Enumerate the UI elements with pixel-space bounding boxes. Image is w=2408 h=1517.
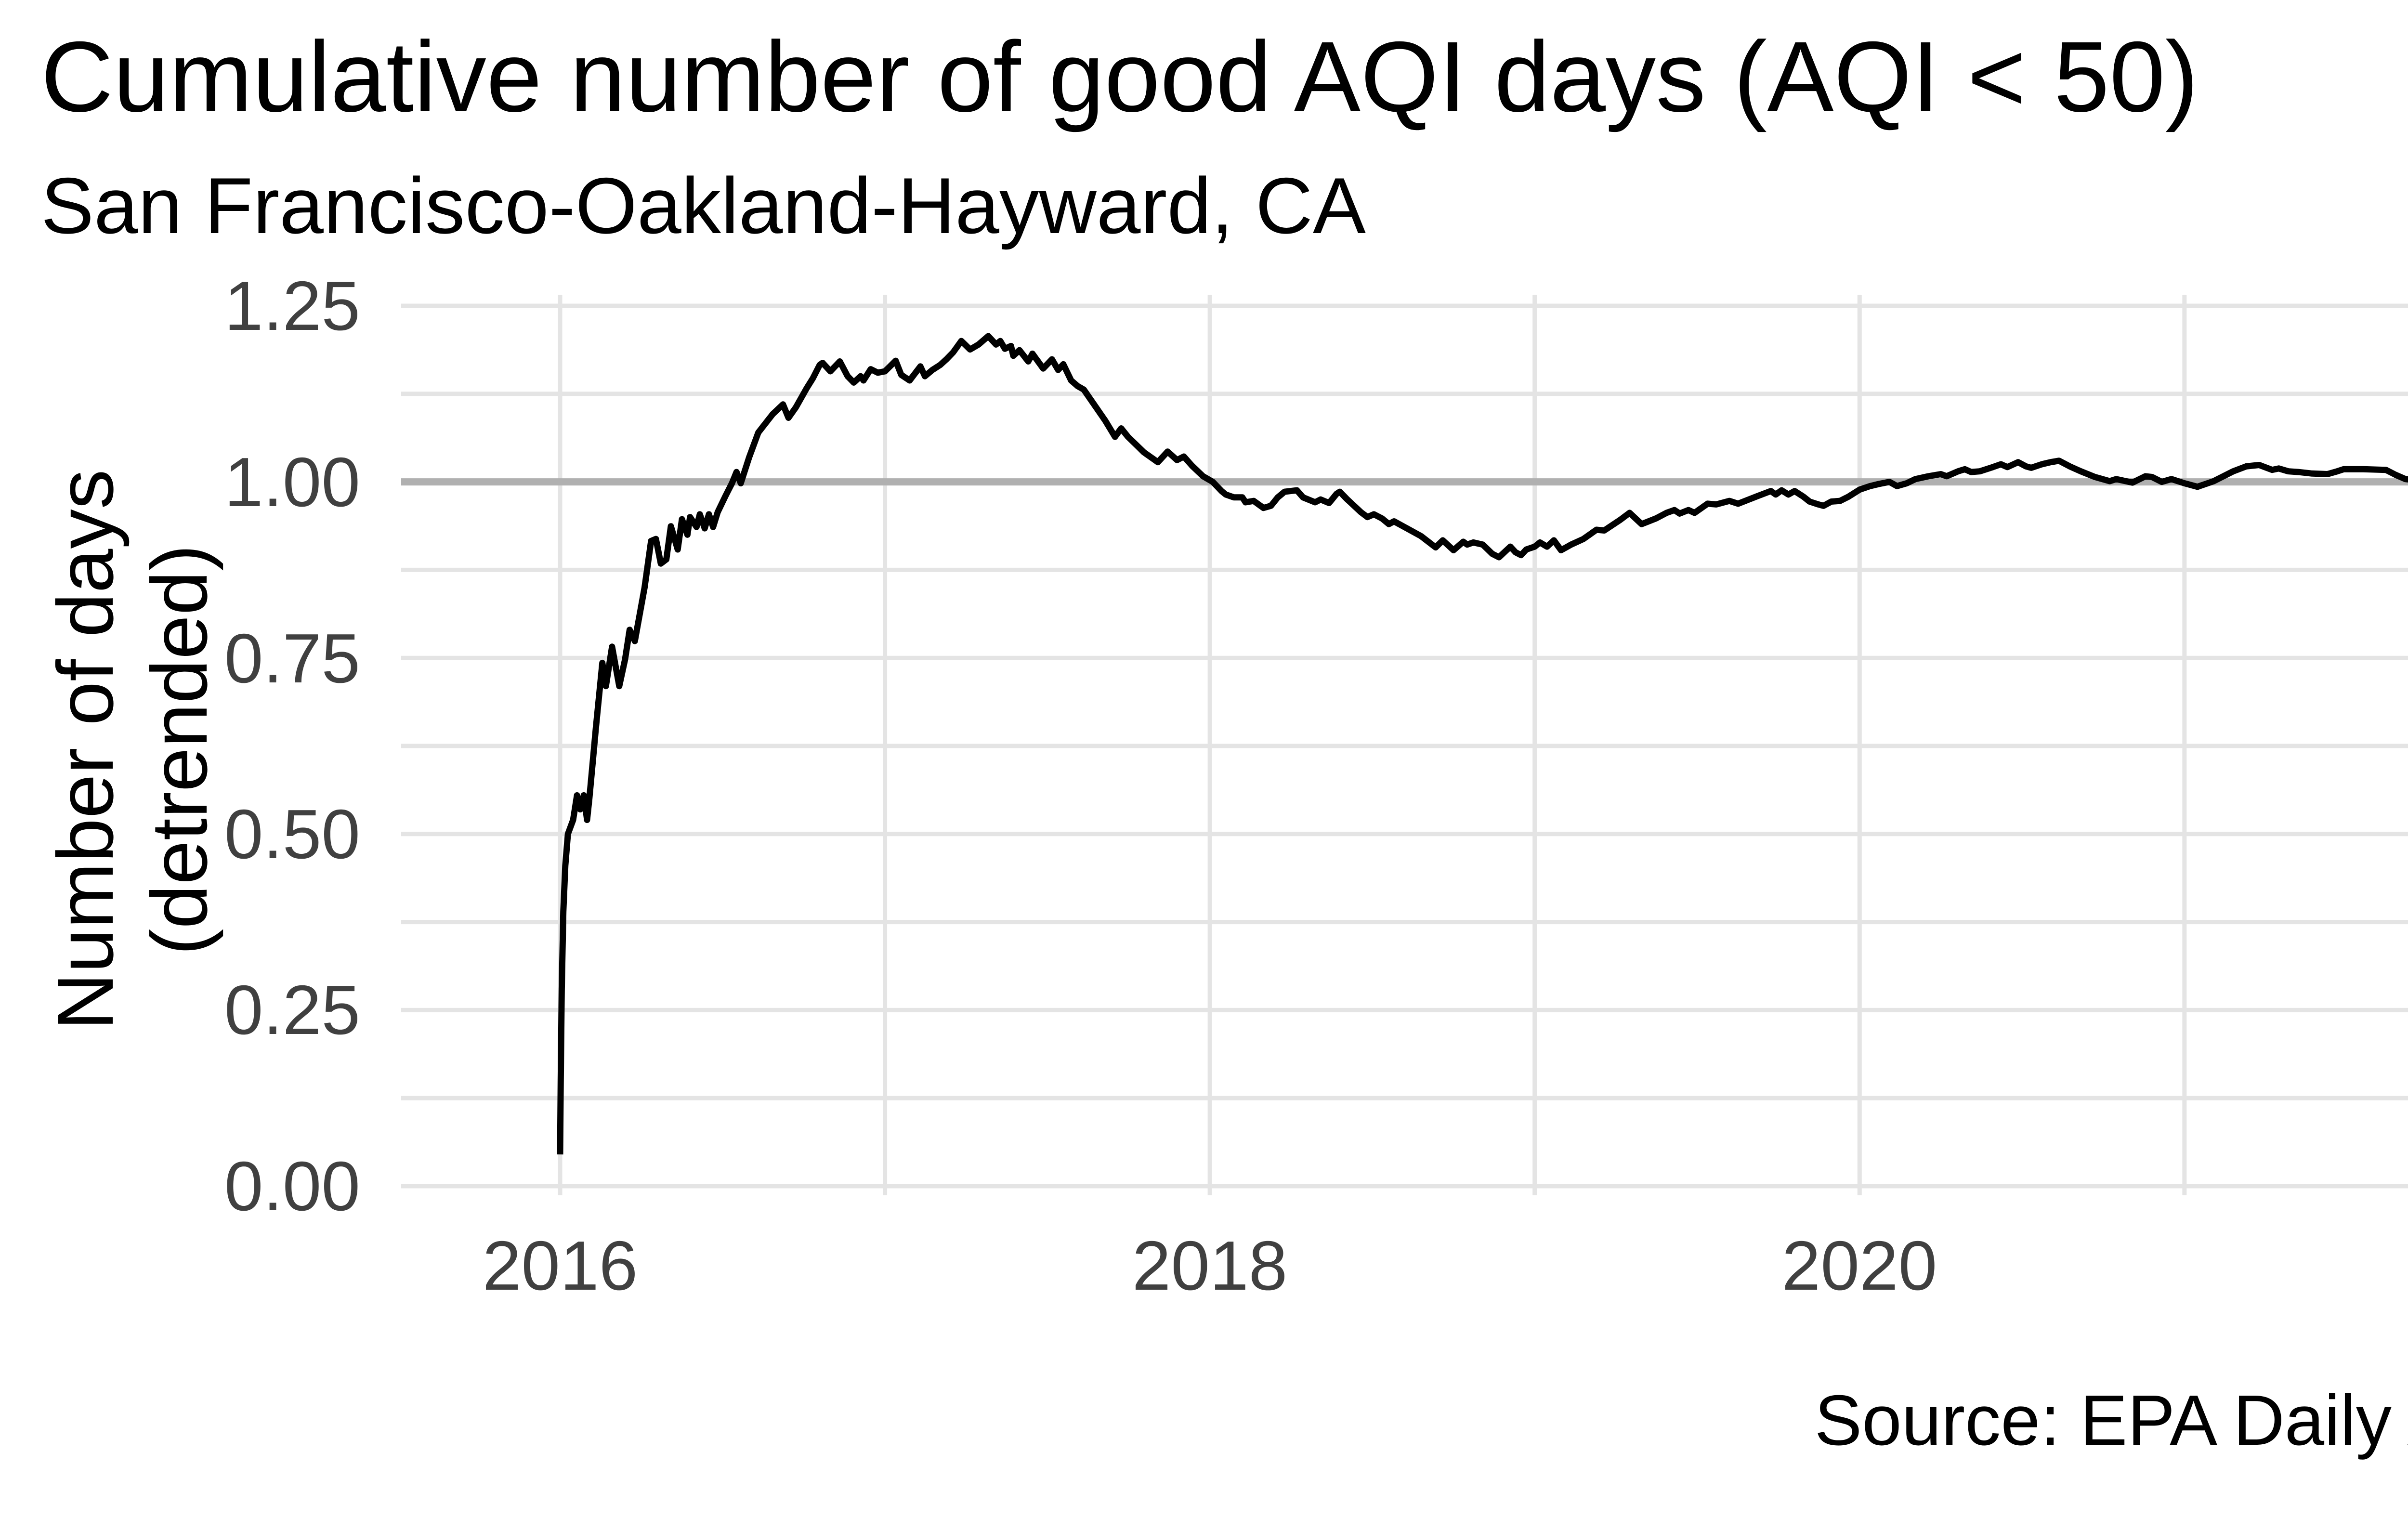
x-tick-label-2016: 2016 [482, 1227, 638, 1305]
source-caption: Source: EPA Daily Air Quality Tracker [1814, 1381, 2408, 1460]
x-tick-label-2022: 2022 [2365, 1227, 2408, 1304]
chart-subtitle: San Francisco-Oakland-Hayward, CA [41, 161, 1366, 250]
y-tick-label-1.25: 1.25 [224, 267, 360, 345]
y-tick-label-0.25: 0.25 [224, 971, 360, 1049]
y-tick-label-0.50: 0.50 [224, 795, 360, 873]
x-tick-label-2018: 2018 [1132, 1227, 1288, 1305]
data-line-good-aqi-days [557, 333, 2408, 1155]
chart-title: Cumulative number of good AQI days (AQI … [41, 21, 2199, 133]
y-tick-label-1.00: 1.00 [224, 443, 360, 521]
y-tick-label-0.75: 0.75 [224, 619, 360, 697]
y-tick-label-0.00: 0.00 [224, 1147, 360, 1225]
x-tick-label-2020: 2020 [1781, 1227, 1937, 1305]
